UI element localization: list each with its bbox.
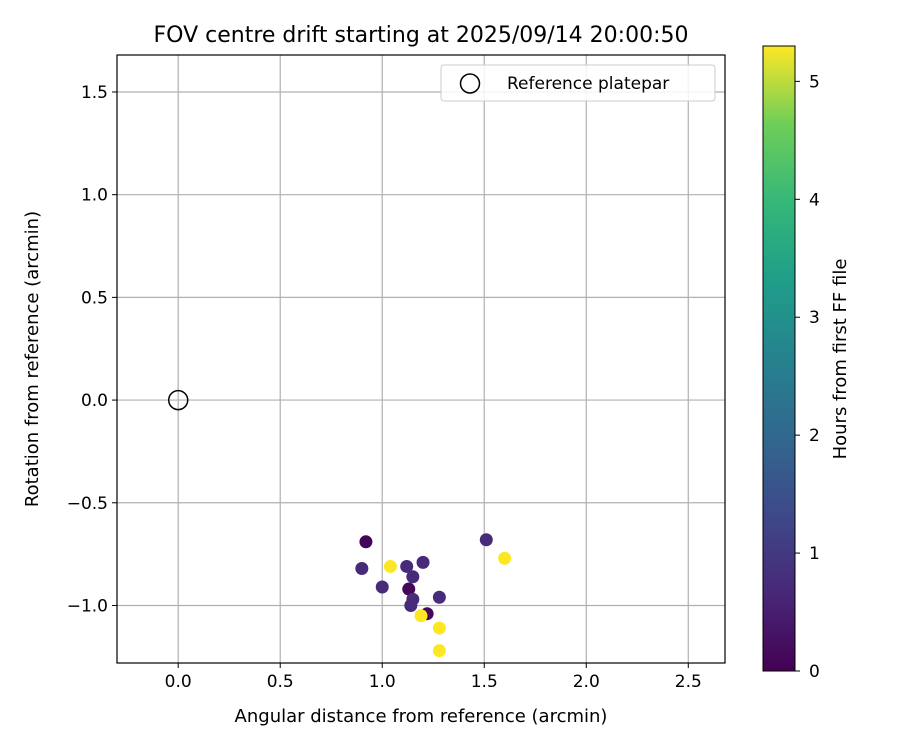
colorbar-tick-label: 3 (809, 308, 820, 328)
y-tick-label: 0.5 (81, 288, 108, 308)
y-tick-label: 0.0 (81, 391, 108, 411)
legend-label: Reference platepar (507, 74, 669, 94)
data-point (414, 609, 428, 623)
y-tick-label: −1.0 (67, 596, 108, 616)
x-axis-ticks: 0.0 0.5 1.0 1.5 2.0 2.5 (165, 663, 702, 692)
y-axis-label: Rotation from reference (arcmin) (22, 211, 43, 507)
colorbar-tick-label: 0 (809, 662, 820, 682)
data-point (400, 559, 414, 573)
grid-lines (117, 55, 725, 663)
data-point (404, 598, 418, 612)
data-point (355, 562, 369, 576)
data-point (416, 555, 430, 569)
data-point (432, 590, 446, 604)
x-tick-label: 0.0 (165, 672, 192, 692)
chart-title: FOV centre drift starting at 2025/09/14 … (154, 23, 689, 48)
colorbar-tick-label: 1 (809, 544, 820, 564)
data-point (383, 559, 397, 573)
data-point (402, 582, 416, 596)
legend-marker-icon (459, 73, 481, 94)
reference-marker-group (167, 389, 189, 411)
y-tick-label: 1.5 (81, 83, 108, 103)
colorbar-gradient (762, 45, 796, 672)
legend-box (440, 64, 716, 102)
y-axis-ticks: 1.5 1.0 0.5 0.0 −0.5 −1.0 (67, 83, 117, 616)
data-point (432, 644, 446, 658)
data-point (432, 621, 446, 635)
x-tick-label: 2.5 (675, 672, 702, 692)
colorbar: 0 1 2 3 4 5 Hours from first FF file (762, 45, 851, 682)
y-tick-label: −0.5 (67, 494, 108, 514)
x-tick-label: 1.5 (471, 672, 498, 692)
data-point (406, 570, 420, 584)
colorbar-tick-label: 5 (809, 72, 820, 92)
colorbar-ticks: 0 1 2 3 4 5 (795, 72, 820, 682)
x-axis-label: Angular distance from reference (arcmin) (235, 706, 608, 727)
data-points (355, 533, 512, 658)
colorbar-tick-label: 4 (809, 190, 820, 210)
x-tick-label: 0.5 (267, 672, 294, 692)
colorbar-tick-label: 2 (809, 426, 820, 446)
legend: Reference platepar (440, 64, 716, 102)
y-tick-label: 1.0 (81, 186, 108, 206)
x-tick-label: 2.0 (573, 672, 600, 692)
data-point (375, 580, 389, 594)
data-point (498, 551, 512, 565)
x-tick-label: 1.0 (369, 672, 396, 692)
data-point (359, 535, 373, 549)
plot-frame (116, 54, 726, 664)
colorbar-label: Hours from first FF file (830, 259, 851, 460)
reference-marker (167, 389, 189, 411)
data-point (479, 533, 493, 547)
